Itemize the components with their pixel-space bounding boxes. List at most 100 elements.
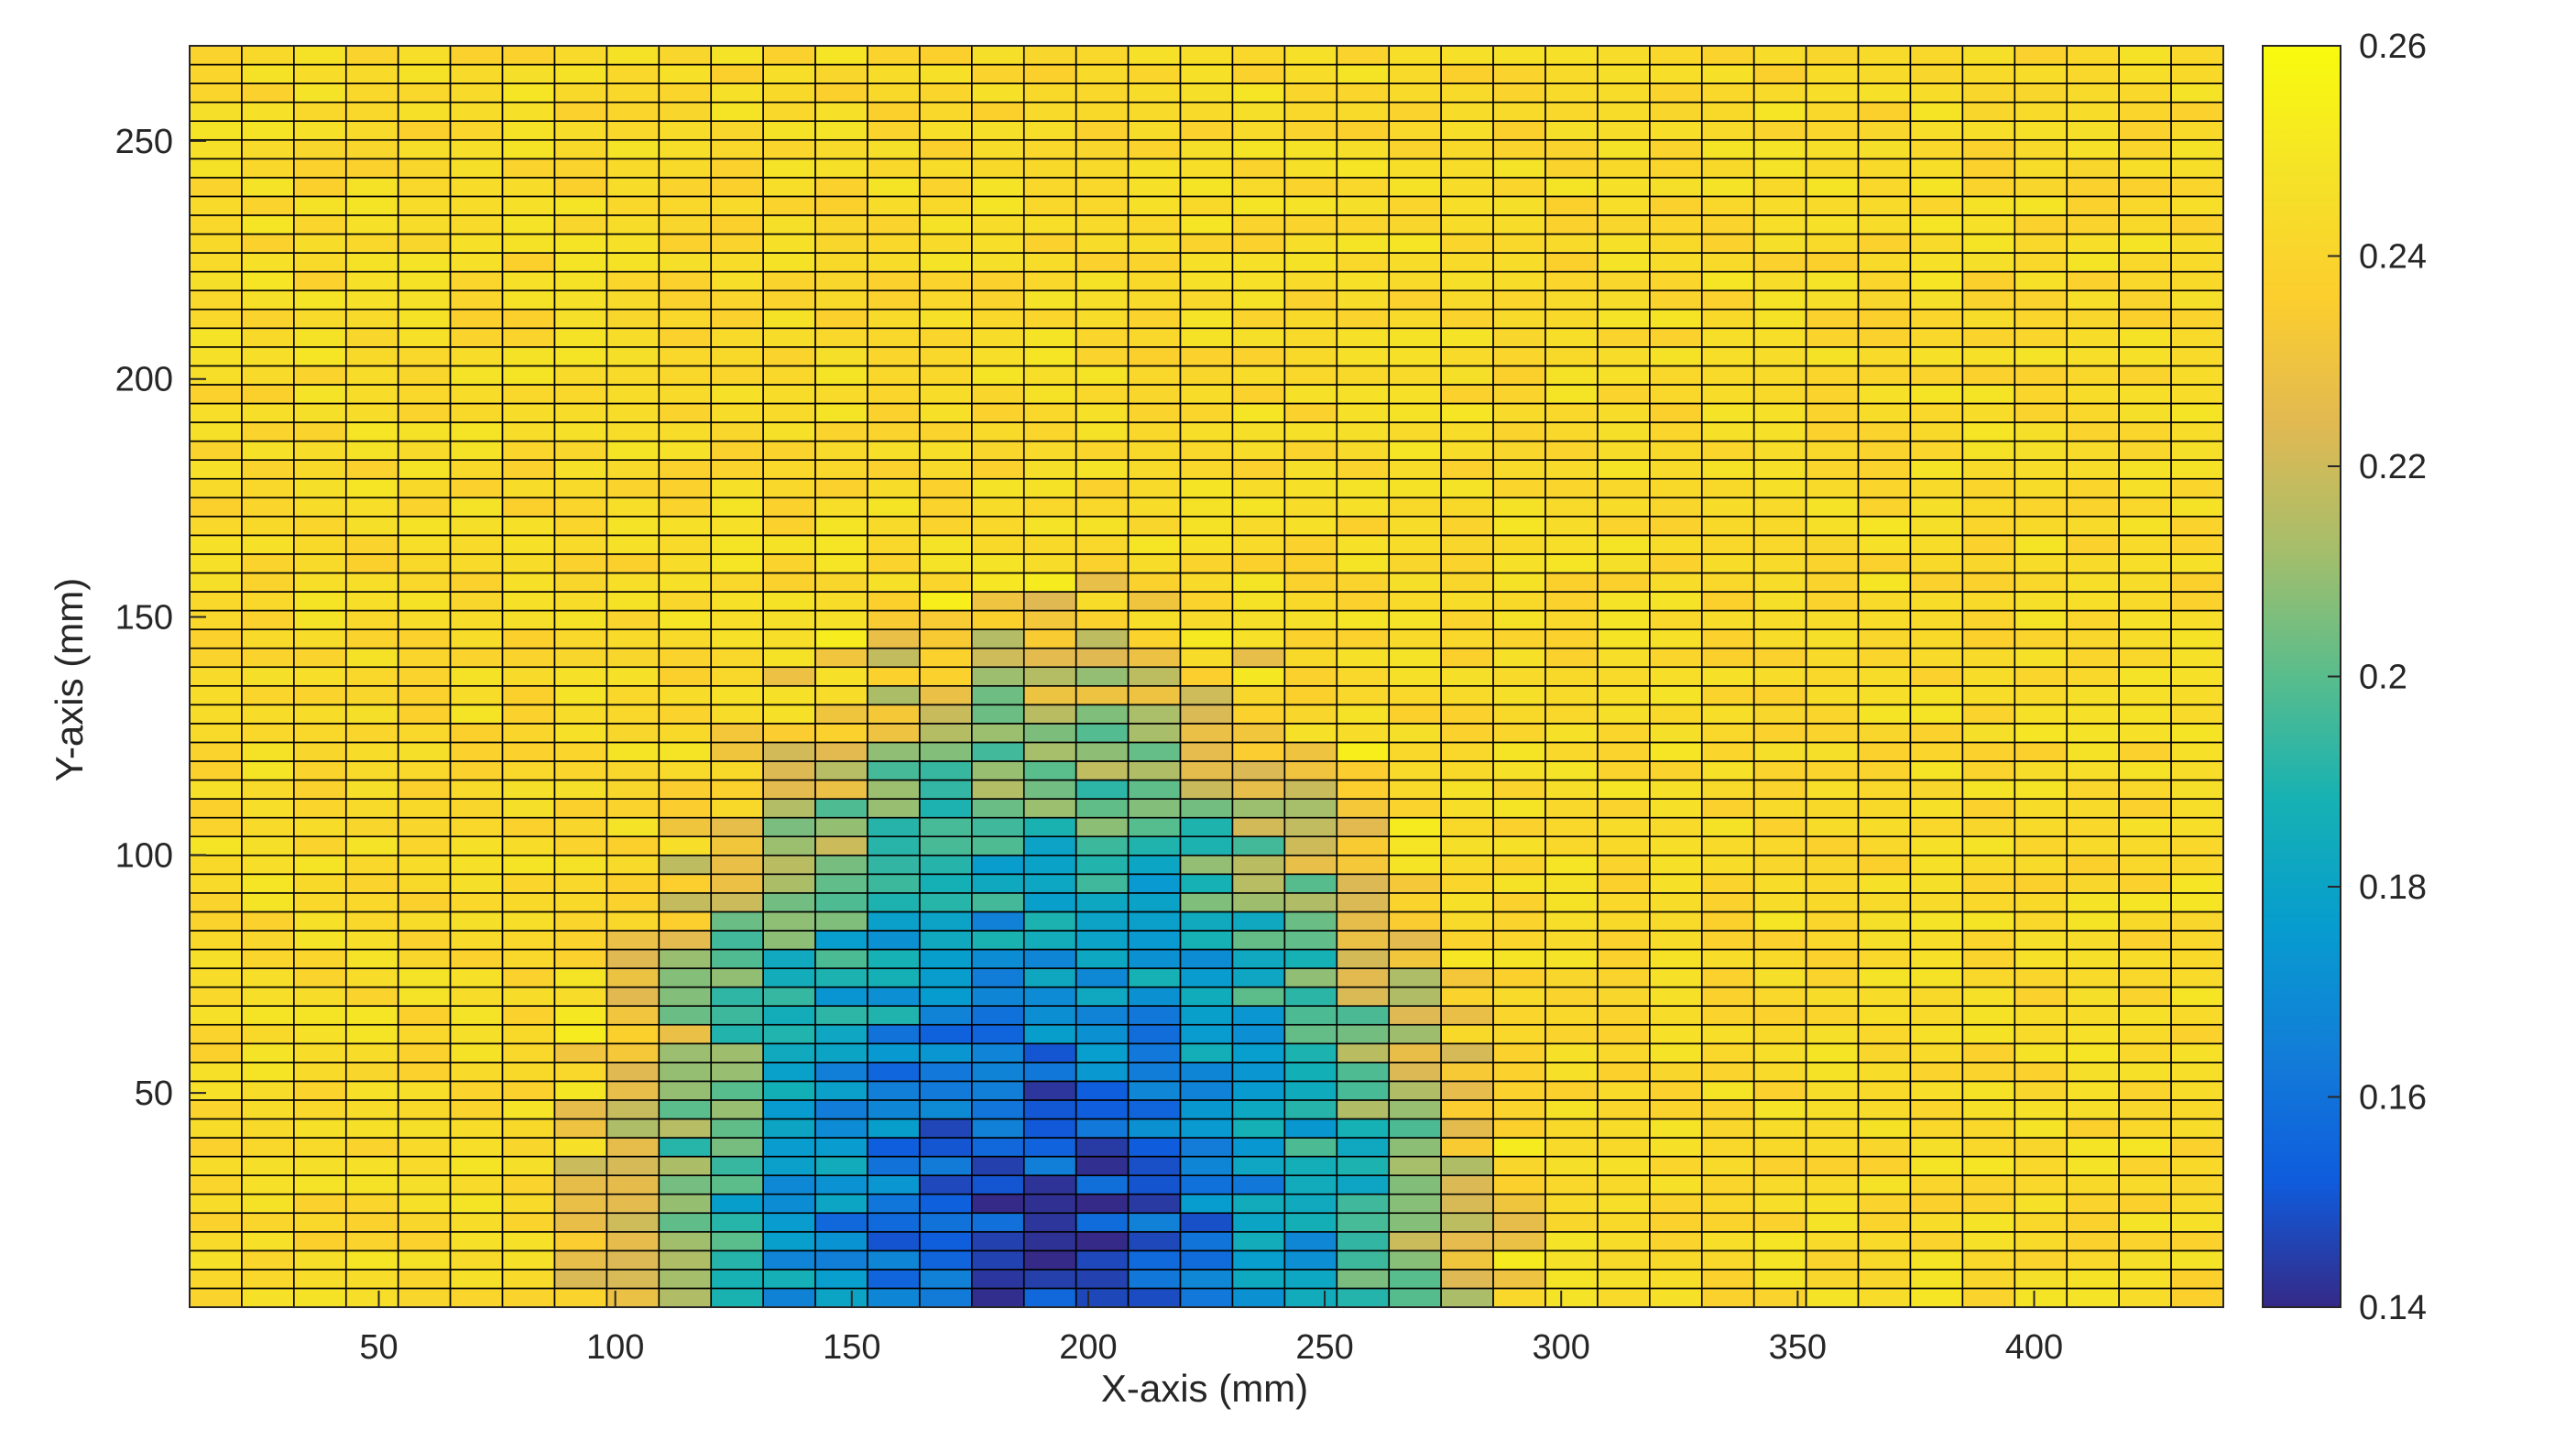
heatmap-cell (344, 421, 399, 442)
heatmap-cell (241, 402, 295, 423)
heatmap-cell (710, 308, 764, 330)
heatmap-cell (971, 195, 1025, 216)
heatmap-cell (189, 534, 243, 555)
heatmap-cell (2118, 1118, 2172, 1139)
heatmap-cell (1961, 760, 2016, 781)
heatmap-cell (2118, 967, 2172, 988)
heatmap-cell (762, 252, 816, 273)
heatmap-cell (658, 572, 713, 593)
heatmap-cell (1283, 45, 1338, 66)
heatmap-cell (1388, 1137, 1442, 1158)
heatmap-cell (1909, 195, 1964, 216)
heatmap-cell (1961, 666, 2016, 687)
heatmap-cell (1545, 684, 1599, 706)
heatmap-cell (293, 63, 347, 84)
heatmap-cell (1336, 327, 1391, 348)
heatmap-cell (1545, 967, 1599, 988)
heatmap-cell (1700, 177, 1755, 198)
heatmap-cell (2014, 327, 2068, 348)
heatmap-cell (2014, 177, 2068, 198)
heatmap-cell (1388, 1287, 1442, 1308)
heatmap-cell (971, 1080, 1025, 1101)
heatmap-cell (1231, 440, 1286, 461)
heatmap-cell (293, 835, 347, 856)
heatmap-cell (1752, 45, 1807, 66)
heatmap-cell (344, 534, 399, 555)
heatmap-cell (762, 158, 816, 179)
heatmap-cell (1075, 233, 1130, 254)
heatmap-cell (397, 723, 452, 744)
heatmap-cell (501, 572, 556, 593)
heatmap-cell (1597, 1137, 1651, 1158)
heatmap-cell (344, 684, 399, 706)
heatmap-cell (710, 289, 764, 311)
heatmap-cell (1388, 723, 1442, 744)
heatmap-cell (710, 158, 764, 179)
heatmap-cell (1545, 1193, 1599, 1215)
heatmap-cell (397, 873, 452, 894)
heatmap-cell (1805, 1193, 1860, 1215)
heatmap-cell (710, 63, 764, 84)
heatmap-cell (1545, 1230, 1599, 1252)
heatmap-cell (658, 346, 713, 367)
heatmap-cell (1649, 892, 1703, 913)
heatmap-cell (1805, 1080, 1860, 1101)
heatmap-cell (1545, 195, 1599, 216)
heatmap-cell (1857, 798, 1912, 819)
heatmap-cell (1700, 459, 1755, 480)
heatmap-cell (1179, 854, 1234, 876)
heatmap-cell (606, 138, 660, 160)
heatmap-cell (1700, 82, 1755, 104)
heatmap-cell (1805, 327, 1860, 348)
heatmap-cell (867, 741, 921, 762)
heatmap-cell (553, 1174, 608, 1195)
heatmap-cell (344, 816, 399, 837)
heatmap-cell (2066, 1174, 2120, 1195)
heatmap-cell (1231, 1212, 1286, 1233)
heatmap-cell (1388, 1249, 1442, 1271)
heatmap-cell (1231, 628, 1286, 649)
heatmap-cell (658, 684, 713, 706)
heatmap-cell (606, 647, 660, 669)
heatmap-cell (1857, 177, 1912, 198)
heatmap-cell (553, 948, 608, 969)
heatmap-cell (1597, 384, 1651, 405)
heatmap-cell (1388, 779, 1442, 800)
heatmap-cell (658, 45, 713, 66)
heatmap-cell (1440, 158, 1494, 179)
heatmap-cell (1545, 1287, 1599, 1308)
heatmap-cell (241, 158, 295, 179)
heatmap-cell (1283, 101, 1338, 123)
heatmap-cell (1492, 835, 1546, 856)
heatmap-cell (971, 496, 1025, 518)
heatmap-cell (1336, 1062, 1391, 1083)
heatmap-cell (1961, 1269, 2016, 1290)
heatmap-cell (814, 308, 868, 330)
heatmap-cell (293, 1005, 347, 1026)
heatmap-cell (762, 1080, 816, 1101)
heatmap-cell (658, 459, 713, 480)
heatmap-cell (1022, 82, 1077, 104)
heatmap-cell (658, 1005, 713, 1026)
heatmap-cell (1909, 854, 1964, 876)
heatmap-cell (1075, 911, 1130, 932)
heatmap-cell (1336, 45, 1391, 66)
heatmap-cell (553, 496, 608, 518)
heatmap-cell (189, 233, 243, 254)
heatmap-cell (293, 496, 347, 518)
heatmap-cell (501, 930, 556, 951)
heatmap-cell (1231, 195, 1286, 216)
heatmap-cell (867, 1249, 921, 1271)
heatmap-cell (1127, 967, 1182, 988)
heatmap-cell (1649, 1230, 1703, 1252)
heatmap-cell (1597, 628, 1651, 649)
heatmap-cell (658, 402, 713, 423)
heatmap-cell (658, 1062, 713, 1083)
heatmap-cell (1909, 516, 1964, 537)
heatmap-cell (344, 591, 399, 612)
heatmap-cell (919, 327, 973, 348)
heatmap-cell (919, 289, 973, 311)
heatmap-cell (501, 346, 556, 367)
heatmap-cell (397, 967, 452, 988)
heatmap-cell (1492, 1212, 1546, 1233)
